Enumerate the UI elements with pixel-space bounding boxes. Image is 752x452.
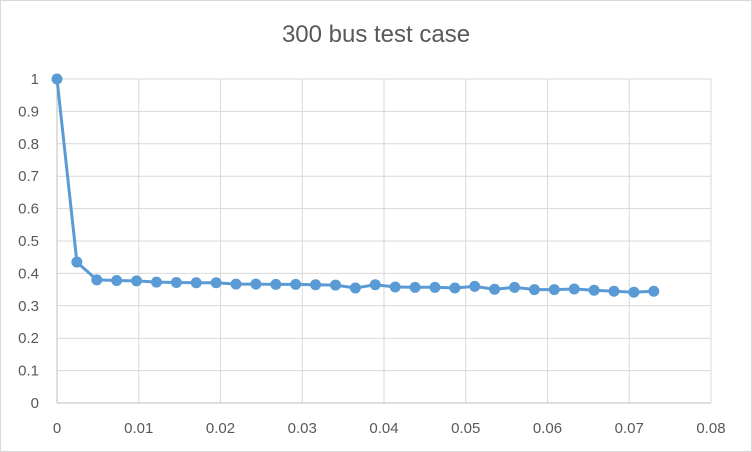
series-layer [51, 73, 660, 298]
data-point [489, 283, 501, 295]
axes [56, 79, 711, 404]
y-tick-label: 0.4 [18, 265, 39, 282]
x-tick-label: 0.04 [369, 420, 398, 437]
data-point [170, 276, 182, 288]
data-point [648, 285, 660, 297]
data-point [111, 275, 123, 287]
data-point [51, 73, 63, 85]
data-point [528, 284, 540, 296]
data-point [290, 278, 302, 290]
chart-title: 300 bus test case [281, 21, 471, 48]
y-tick-label: 0 [31, 395, 39, 412]
y-tick-label: 0.6 [18, 201, 39, 218]
grid-lines [57, 78, 712, 403]
y-tick-label: 0.7 [18, 168, 39, 185]
y-tick-label: 0.2 [18, 330, 39, 347]
data-point [409, 281, 421, 293]
x-tick-label: 0.07 [615, 420, 644, 437]
data-point [548, 284, 560, 296]
data-point [588, 284, 600, 296]
data-point [628, 286, 640, 298]
y-tick-label: 0.3 [18, 298, 39, 315]
x-tick-labels: 0 0.01 0.02 0.03 0.04 0.05 0.06 0.07 0.08 [53, 420, 726, 437]
x-tick-label: 0.06 [533, 420, 562, 437]
data-point [330, 279, 342, 291]
y-tick-label: 0.9 [18, 103, 39, 120]
x-tick-label: 0.05 [451, 420, 480, 437]
y-tick-label: 0.5 [18, 233, 39, 250]
data-point [349, 282, 361, 294]
x-tick-label: 0.02 [206, 420, 235, 437]
data-point [210, 277, 222, 289]
y-tick-label: 0.8 [18, 136, 39, 153]
x-tick-label: 0.01 [124, 420, 153, 437]
x-tick-label: 0 [53, 420, 61, 437]
data-point [250, 278, 262, 290]
x-tick-label: 0.03 [288, 420, 317, 437]
data-point [230, 278, 242, 290]
x-tick-label: 0.08 [696, 420, 725, 437]
data-point [190, 277, 202, 289]
data-point [310, 279, 322, 291]
data-point [469, 280, 481, 292]
data-point [568, 283, 580, 295]
data-point [150, 276, 162, 288]
data-point [389, 281, 401, 293]
data-point [509, 281, 521, 293]
y-tick-label: 0.1 [18, 363, 39, 380]
y-tick-labels: 0 0.1 0.2 0.3 0.4 0.5 0.6 0.7 0.8 0.9 1 [18, 71, 39, 412]
data-point [270, 278, 282, 290]
data-point [91, 274, 103, 286]
data-point [131, 275, 143, 287]
data-point [429, 281, 441, 293]
y-tick-label: 1 [31, 71, 39, 88]
data-point [71, 256, 83, 268]
data-point [449, 282, 461, 294]
data-point [369, 279, 381, 291]
data-point [608, 285, 620, 297]
